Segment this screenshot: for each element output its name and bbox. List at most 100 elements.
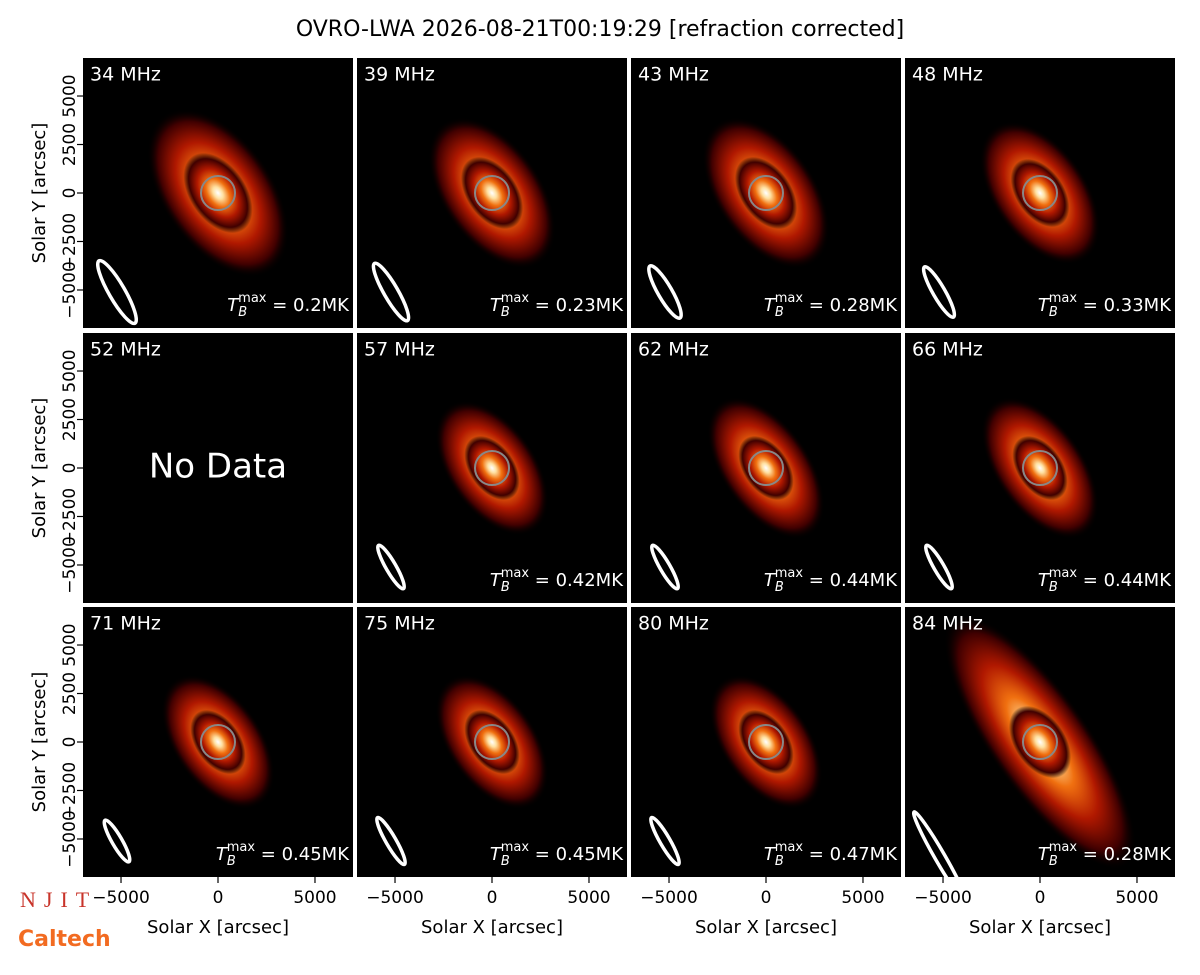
tb-max: TBmax = 0.45MK (216, 840, 350, 869)
emission-core (464, 435, 520, 501)
y-axis-label: Solar Y [arcsec] (29, 398, 50, 539)
tb-sup: max (227, 840, 256, 855)
beam (921, 264, 957, 320)
y-tick-label: −5000 (60, 261, 80, 319)
tb-max: TBmax = 0.28MK (1038, 840, 1172, 869)
x-tick-label: −5000 (366, 888, 424, 908)
y-tick-label: 2500 (60, 398, 80, 441)
emission-core (464, 709, 520, 775)
frequency-label: 84 MHz (912, 613, 983, 635)
tb-max: TBmax = 0.44MK (764, 566, 898, 595)
x-tick-label: 0 (487, 888, 498, 908)
tb-sup: max (775, 566, 804, 581)
solar-disk (1022, 450, 1058, 486)
y-axis-label: Solar Y [arcsec] (29, 123, 50, 264)
logo-caltech: Caltech (18, 927, 111, 952)
frequency-label: 34 MHz (90, 64, 161, 86)
y-tick-label: −2500 (60, 213, 80, 271)
panel-image (921, 121, 1101, 320)
emission-core (1010, 158, 1070, 228)
x-tick-label: 5000 (567, 888, 610, 908)
y-axis-label: Solar Y [arcsec] (29, 672, 50, 813)
y-tick-label: −5000 (60, 536, 80, 594)
frequency-label: 57 MHz (364, 339, 435, 361)
beam (376, 543, 406, 591)
tb-symbol: T (490, 295, 503, 316)
panel-image (371, 117, 556, 323)
tb-sup: max (501, 840, 530, 855)
tb-symbol: T (764, 844, 777, 865)
solar-disk (748, 450, 784, 486)
tb-max: TBmax = 0.47MK (764, 840, 898, 869)
x-axis-label: Solar X [arcsec] (421, 917, 563, 938)
beam (102, 818, 132, 864)
tb-max: TBmax = 0.28MK (764, 291, 898, 320)
beam (911, 810, 969, 877)
tb-value: = 0.33MK (1077, 295, 1172, 316)
y-tick-label: −2500 (60, 762, 80, 820)
tb-symbol: T (216, 844, 229, 865)
solar-disk (748, 724, 784, 760)
tb-sub: B (775, 854, 784, 869)
frequency-label: 62 MHz (638, 339, 709, 361)
emission-core (1008, 705, 1072, 779)
tb-sub: B (227, 854, 236, 869)
solar-disk (1022, 724, 1058, 760)
tb-value: = 0.28MK (803, 295, 898, 316)
tb-sup: max (775, 291, 804, 306)
frequency-label: 66 MHz (912, 339, 983, 361)
y-tick-label: −5000 (60, 810, 80, 868)
x-tick-label: 0 (1035, 888, 1046, 908)
solar-disk (200, 724, 236, 760)
beam (650, 543, 680, 591)
beam (647, 264, 683, 320)
tb-value: = 0.28MK (1077, 844, 1172, 865)
y-tick-label: 5000 (60, 623, 80, 666)
x-tick-label: 5000 (293, 888, 336, 908)
beam (371, 261, 411, 323)
tb-sup: max (501, 566, 530, 581)
tb-sub: B (775, 580, 784, 595)
solar-disk (1022, 175, 1058, 211)
panel-image (95, 109, 289, 326)
y-tick-label: 5000 (60, 349, 80, 392)
tb-sup: max (1049, 291, 1078, 306)
tb-max: TBmax = 0.2MK (227, 291, 350, 320)
solar-disk (474, 724, 510, 760)
beam (924, 543, 954, 591)
tb-sub: B (501, 305, 510, 320)
x-tick-label: 5000 (841, 888, 884, 908)
tb-value: = 0.44MK (803, 570, 898, 591)
tb-sub: B (501, 580, 510, 595)
tb-sup: max (775, 840, 804, 855)
emission-core (738, 709, 794, 775)
y-tick-label: 0 (60, 463, 80, 474)
x-axis-label: Solar X [arcsec] (969, 917, 1111, 938)
x-tick-label: −5000 (640, 888, 698, 908)
frequency-label: 43 MHz (638, 64, 709, 86)
logo-njit: NJIT (20, 887, 97, 912)
beam (649, 815, 681, 867)
tb-sub: B (238, 305, 247, 320)
tb-sup: max (1049, 566, 1078, 581)
panel-image (375, 674, 549, 867)
tb-value: = 0.47MK (803, 844, 898, 865)
frequency-label: 48 MHz (912, 64, 983, 86)
tb-sub: B (501, 854, 510, 869)
x-tick-label: 0 (761, 888, 772, 908)
tb-sub: B (775, 305, 784, 320)
tb-sub: B (1049, 580, 1058, 595)
tb-sup: max (1049, 840, 1078, 855)
x-axis-label: Solar X [arcsec] (147, 917, 289, 938)
tb-sup: max (238, 291, 267, 306)
tb-value: = 0.42MK (529, 570, 624, 591)
tb-symbol: T (1038, 295, 1051, 316)
tb-value: = 0.45MK (529, 844, 624, 865)
panel-background (83, 333, 353, 603)
frequency-label: 39 MHz (364, 64, 435, 86)
tb-symbol: T (490, 570, 503, 591)
emission-core (190, 709, 246, 775)
tb-max: TBmax = 0.23MK (490, 291, 624, 320)
x-tick-label: 0 (213, 888, 224, 908)
